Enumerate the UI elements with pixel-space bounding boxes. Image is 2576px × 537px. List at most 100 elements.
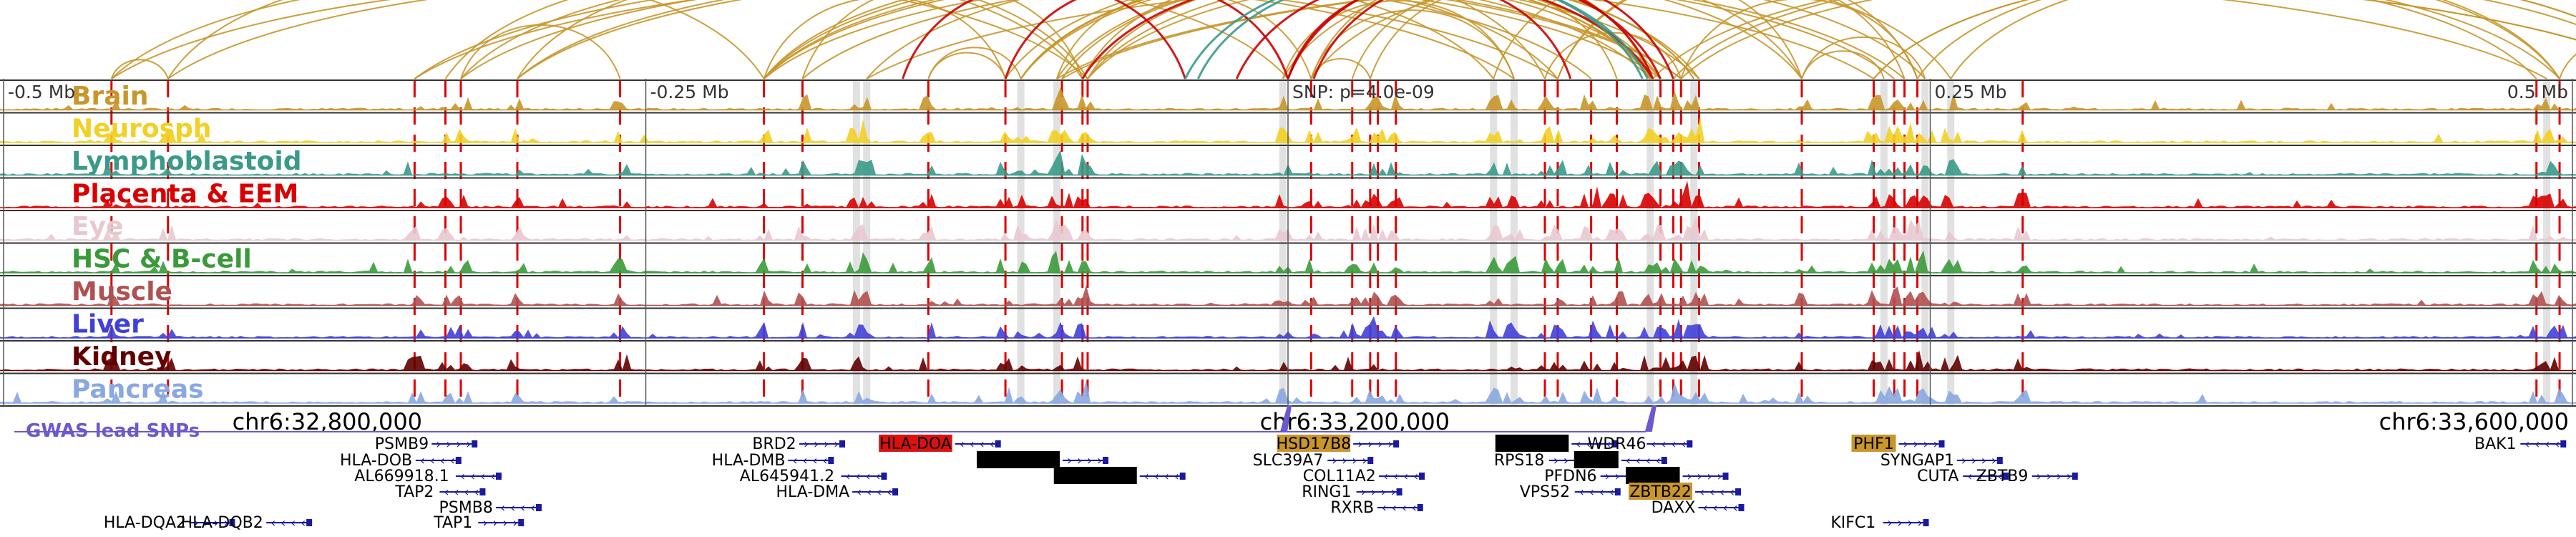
svg-text:›: › [1933, 437, 1938, 452]
svg-text:‹: ‹ [822, 453, 827, 468]
gene-slc39a7: › › › › SLC39A7 [1253, 452, 1374, 470]
svg-text:‹: ‹ [1599, 485, 1604, 500]
svg-text:›: › [1923, 437, 1928, 452]
svg-text:‹: ‹ [1589, 485, 1594, 500]
svg-text:›: › [1377, 437, 1382, 452]
interaction-arc [517, 0, 1592, 79]
svg-text:‹: ‹ [867, 485, 872, 500]
interaction-arc [1310, 9, 1515, 79]
gene-al669918-1: ‹ ‹ ‹ ‹ AL669918.1 [354, 468, 502, 485]
gene-hla-dob: ‹ ‹ ‹ ‹ HLA-DOB [340, 452, 462, 470]
svg-text:‹: ‹ [1586, 437, 1591, 452]
svg-text:‹: ‹ [1977, 469, 1982, 484]
gene-tapbp: › › › › TAPBP [1626, 467, 1729, 485]
gene-label: HLA-DPA1 [1056, 468, 1135, 485]
svg-text:‹: ‹ [430, 453, 435, 468]
interaction-arc [763, 0, 1651, 79]
interaction-arc [1672, 0, 2537, 79]
interaction-arc [517, 0, 1088, 79]
interaction-arc [1950, 0, 2560, 79]
gene-label: HSD17B8 [1277, 435, 1352, 453]
gene-tap1: › › › › TAP1 [433, 514, 525, 532]
svg-text:‹: ‹ [1987, 469, 1992, 484]
interaction-arc [1081, 0, 1546, 79]
svg-text:‹: ‹ [2524, 437, 2529, 452]
svg-text:‹: ‹ [1392, 500, 1397, 516]
svg-text:‹: ‹ [440, 453, 445, 468]
gene-hla-doa: ‹ ‹ ‹ ‹ HLA-DOA [879, 435, 1001, 453]
svg-text:‹: ‹ [1733, 500, 1738, 516]
svg-text:›: › [1097, 453, 1102, 468]
gene-label: AL645941.2 [740, 468, 834, 485]
interaction-arc [1004, 0, 1289, 79]
svg-text:›: › [1918, 516, 1923, 531]
svg-text:›: › [1362, 453, 1367, 468]
gene-hsd17b8: › › › › HSD17B8 [1277, 435, 1400, 453]
svg-text:›: › [1961, 453, 1966, 468]
gene-psmb9: › › › › PSMB9 [375, 435, 478, 453]
gene-label: PSMB8 [439, 499, 493, 517]
axis-offset-label: -0.25 Mb [650, 82, 729, 102]
svg-text:›: › [1615, 469, 1620, 484]
interaction-arc [763, 0, 1558, 79]
gene-ring1: › › › › RING1 [1302, 483, 1402, 501]
gene-brd2: › › › › BRD2 [752, 435, 845, 453]
svg-text:›: › [1563, 453, 1568, 468]
interaction-arc [1056, 0, 1695, 79]
gene-label: HLA-DOB [340, 452, 412, 470]
svg-text:‹: ‹ [1174, 469, 1179, 484]
svg-text:›: › [1357, 437, 1362, 452]
svg-text:‹: ‹ [1661, 437, 1666, 452]
interaction-arc [444, 0, 1083, 79]
gene-label: HLA-DMA [776, 483, 849, 501]
gene-rgl2: ‹ ‹ ‹ ‹ RGL2 [1574, 451, 1667, 470]
gene-label: HLA-DMB [712, 452, 786, 470]
interaction-arc [460, 24, 621, 79]
svg-text:‹: ‹ [460, 469, 465, 484]
svg-text:‹: ‹ [845, 469, 850, 484]
gene-hla-dpa1: ‹ ‹ ‹ ‹ HLA-DPA1 [1053, 467, 1186, 485]
svg-text:‹: ‹ [1719, 485, 1724, 500]
gwas-snp-track: GWAS lead SNPs [14, 405, 1657, 442]
svg-text:›: › [1332, 453, 1337, 468]
snp-marker [1280, 405, 1292, 432]
gene-rxrb: ‹ ‹ ‹ ‹ RXRB [1330, 499, 1423, 517]
interaction-arc [1310, 58, 1371, 79]
gene-label: PSMB9 [375, 435, 429, 453]
interaction-arc [1184, 0, 1649, 79]
svg-text:‹: ‹ [990, 437, 995, 452]
svg-text:‹: ‹ [291, 516, 296, 531]
svg-text:›: › [492, 516, 497, 531]
svg-text:‹: ‹ [1576, 437, 1581, 452]
svg-text:›: › [436, 437, 441, 452]
interaction-arc [1493, 0, 1802, 79]
svg-text:›: › [1371, 485, 1376, 500]
gene-label: AL669918.1 [354, 468, 449, 485]
svg-text:‹: ‹ [1967, 469, 1972, 484]
interaction-arc [111, 0, 1558, 79]
axis-offset-label: 0.5 Mb [2507, 82, 2568, 102]
interaction-arc [414, 0, 1662, 79]
svg-text:‹: ‹ [420, 453, 425, 468]
signal-liver [0, 316, 2576, 338]
gene-cuta: ‹ ‹ ‹ ‹ CUTA [1917, 468, 2009, 485]
gene-label: VPS52 [1520, 483, 1570, 501]
svg-text:›: › [1387, 437, 1392, 452]
gene-label: TAP1 [433, 514, 472, 532]
svg-text:‹: ‹ [865, 469, 870, 484]
interaction-arc [801, 0, 1083, 79]
gene-label: BAK1 [2474, 435, 2517, 453]
svg-text:›: › [1605, 469, 1610, 484]
svg-text:‹: ‹ [1413, 469, 1418, 484]
svg-text:‹: ‹ [301, 516, 306, 531]
gene-daxx: ‹ ‹ ‹ ‹ DAXX [1652, 499, 1745, 517]
svg-text:‹: ‹ [474, 485, 479, 500]
svg-text:‹: ‹ [1709, 485, 1714, 500]
interaction-arc [1801, 50, 1885, 79]
coordinate-label: chr6:33,200,000 [1260, 408, 1450, 435]
svg-text:‹: ‹ [1636, 453, 1641, 468]
svg-text:›: › [512, 516, 517, 531]
interaction-arc [1196, 0, 1644, 79]
svg-text:‹: ‹ [450, 453, 455, 468]
svg-text:‹: ‹ [875, 469, 880, 484]
